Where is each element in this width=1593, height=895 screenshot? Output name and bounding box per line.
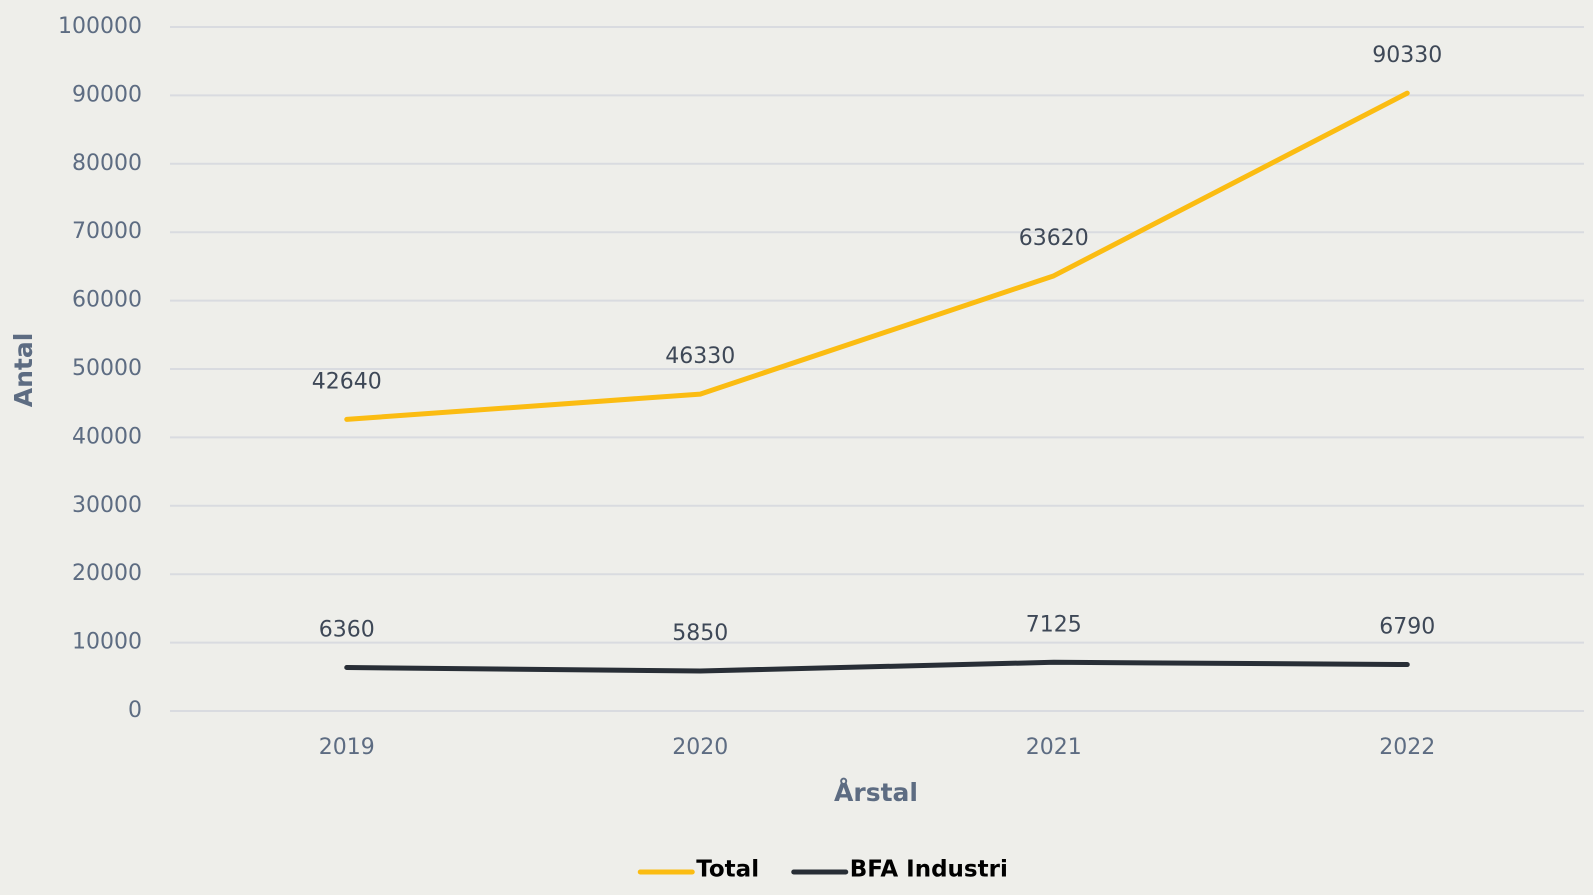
x-tick-label: 2021: [1026, 735, 1082, 760]
y-tick-label: 80000: [72, 151, 142, 176]
data-label: 5850: [672, 621, 728, 646]
data-label: 63620: [1019, 226, 1089, 251]
y-tick-label: 50000: [72, 356, 142, 381]
series-line: [344, 90, 1410, 422]
y-tick-label: 100000: [58, 14, 142, 39]
y-tick-label: 20000: [72, 561, 142, 586]
y-tick-label: 30000: [72, 493, 142, 518]
y-axis-title: Antal: [9, 333, 38, 408]
x-tick-label: 2019: [319, 735, 375, 760]
y-tick-label: 90000: [72, 82, 142, 107]
data-label: 42640: [312, 369, 382, 394]
x-tick-label: 2022: [1379, 735, 1435, 760]
series-line: [344, 659, 1410, 674]
data-label: 90330: [1372, 43, 1442, 68]
x-axis-title: Årstal: [834, 778, 918, 807]
y-tick-label: 70000: [72, 219, 142, 244]
x-tick-label: 2020: [672, 735, 728, 760]
y-tick-label: 10000: [72, 630, 142, 655]
legend-label: BFA Industri: [850, 857, 1008, 883]
y-tick-label: 40000: [72, 424, 142, 449]
y-tick-label: 60000: [72, 288, 142, 313]
legend-label: Total: [696, 857, 759, 883]
y-tick-label: 0: [128, 698, 142, 723]
data-label: 7125: [1026, 612, 1082, 637]
data-label: 46330: [665, 344, 735, 369]
data-label: 6790: [1379, 615, 1435, 640]
data-label: 6360: [319, 617, 375, 642]
